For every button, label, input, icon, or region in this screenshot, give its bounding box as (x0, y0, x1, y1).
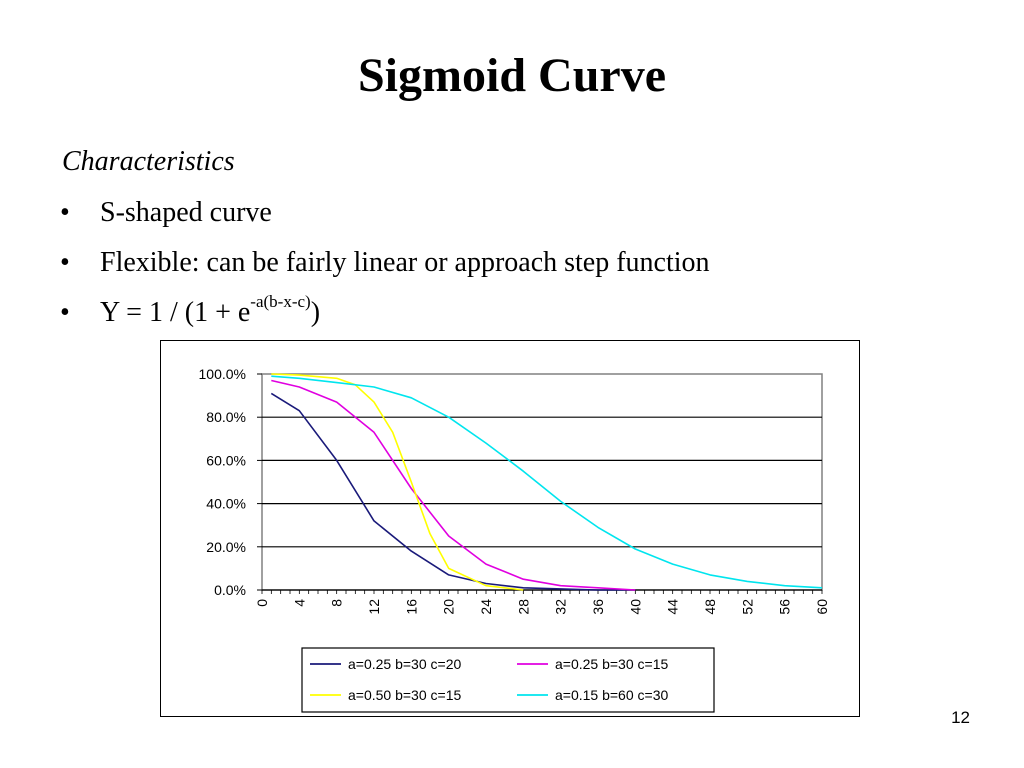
plot-area (261, 373, 823, 591)
y-tick-label: 40.0% (206, 496, 246, 512)
series-line-1 (270, 392, 636, 591)
x-tick-label: 44 (665, 599, 681, 615)
x-tick-label: 0 (254, 599, 270, 607)
formula-base: Y = 1 / (1 + e (100, 297, 251, 328)
series-line-3 (271, 373, 524, 591)
slide-number: 12 (951, 708, 970, 727)
characteristics-heading: Characteristics (62, 146, 235, 177)
bullet-marker: • (60, 247, 70, 278)
bullet-marker: • (60, 197, 70, 228)
y-tick-label: 60.0% (206, 452, 246, 468)
legend-label-1: a=0.25 b=30 c=20 (348, 656, 461, 672)
legend-label-4: a=0.15 b=60 c=30 (555, 687, 668, 703)
x-tick-label: 60 (814, 599, 830, 615)
x-tick-label: 56 (777, 599, 793, 615)
x-tick-label: 32 (553, 599, 569, 615)
slide-title: Sigmoid Curve (357, 49, 666, 102)
series-line-4 (271, 375, 823, 589)
x-tick-label: 4 (291, 599, 307, 607)
y-tick-label: 20.0% (206, 539, 246, 555)
y-tick-label: 80.0% (206, 409, 246, 425)
x-tick-label: 20 (441, 599, 457, 615)
x-tick-label: 28 (515, 599, 531, 615)
x-tick-label: 24 (478, 599, 494, 615)
legend-label-2: a=0.25 b=30 c=15 (555, 656, 668, 672)
x-tick-label: 40 (627, 599, 643, 615)
x-tick-label: 12 (366, 599, 382, 615)
x-tick-label: 48 (702, 599, 718, 615)
sigmoid-chart: 0.0%20.0%40.0%60.0%80.0%100.0%0 4 8 12 16 20 2… (199, 366, 830, 713)
y-tick-label: 100.0% (199, 366, 246, 382)
bullet-s-shaped: S-shaped curve (100, 197, 272, 228)
x-tick-label: 36 (590, 599, 606, 615)
formula-close: ) (310, 297, 321, 328)
bullet-formula: Y = 1 / (1 + e-a(b-x-c)) (100, 292, 321, 329)
series-line-2 (271, 379, 636, 591)
legend-label-3: a=0.50 b=30 c=15 (348, 687, 461, 703)
bullet-flexible: Flexible: can be fairly linear or approa… (100, 247, 710, 278)
y-tick-label: 0.0% (214, 582, 246, 598)
x-tick-label: 52 (739, 599, 755, 615)
formula-exponent: -a(b-x-c) (250, 292, 311, 311)
x-tick-label: 16 (403, 599, 419, 615)
chart-frame: 0.0% 20.0% 40.0% 60.0% 80.0% 100.0% 0 4 8 12 16 20 2… (160, 340, 860, 717)
x-tick-label: 8 (329, 599, 345, 607)
bullet-marker: • (60, 297, 70, 328)
legend-box (301, 647, 715, 713)
